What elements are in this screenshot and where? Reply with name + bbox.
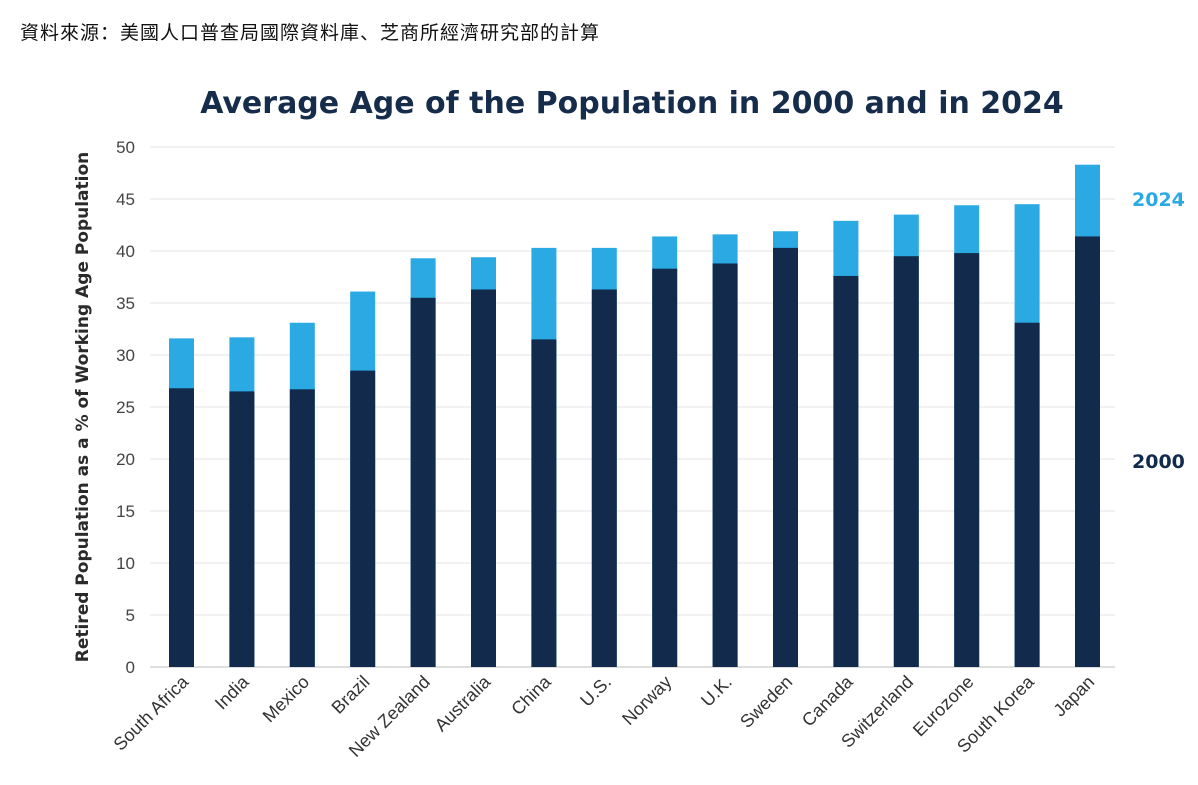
bar-2000 — [954, 253, 980, 667]
bar-2000 — [1075, 236, 1100, 667]
bar-2000 — [652, 268, 678, 667]
x-tick-label: U.K. — [697, 672, 736, 711]
x-tick-label: Sweden — [736, 672, 796, 732]
bar-2000 — [1014, 322, 1040, 667]
x-tick-label: Mexico — [259, 672, 313, 726]
bar-2000 — [531, 339, 557, 667]
legend-2024: 2024 — [1132, 189, 1185, 211]
x-tick-label: South Africa — [110, 671, 193, 754]
bar-2000 — [471, 289, 496, 667]
y-tick-label: 25 — [116, 398, 135, 417]
bar-2000 — [712, 263, 738, 667]
y-tick-label: 40 — [116, 242, 135, 261]
legend-2000: 2000 — [1132, 451, 1185, 473]
chart-title: Average Age of the Population in 2000 an… — [200, 86, 1064, 121]
x-tick-label: Canada — [798, 671, 857, 730]
x-tick-label: Brazil — [328, 672, 374, 718]
legend: 2024 2000 — [1132, 189, 1185, 473]
y-axis-label: Retired Population as a % of Working Age… — [73, 152, 93, 663]
bar-2000 — [893, 256, 919, 667]
y-tick-label: 20 — [116, 450, 135, 469]
x-tick-label: Japan — [1050, 672, 1099, 721]
x-tick-label: India — [211, 671, 253, 713]
bar-2000 — [591, 289, 617, 667]
bar-2000 — [229, 391, 255, 667]
y-tick-label: 35 — [116, 294, 135, 313]
bars — [169, 164, 1100, 668]
bar-2000 — [169, 388, 194, 667]
bar-2000 — [833, 275, 859, 667]
source-note: 資料來源：美國人口普查局國際資料庫、芝商所經濟研究部的計算 — [20, 22, 601, 44]
gridlines — [150, 146, 1115, 668]
x-tick-label: Australia — [431, 671, 495, 735]
y-tick-label: 10 — [116, 554, 135, 573]
y-tick-label: 30 — [116, 346, 135, 365]
x-tick-label: Norway — [618, 672, 675, 729]
y-tick-label: 45 — [116, 190, 135, 209]
x-tick-label: U.S. — [576, 672, 615, 711]
y-axis-ticks: 0 5 10 15 20 25 30 35 40 45 50 — [116, 138, 135, 677]
y-tick-label: 15 — [116, 502, 135, 521]
bar-2000 — [350, 370, 376, 667]
y-tick-label: 50 — [116, 138, 135, 157]
y-tick-label: 0 — [126, 658, 135, 677]
x-tick-label: China — [507, 671, 555, 719]
bar-2000 — [773, 247, 798, 667]
bar-2000 — [410, 297, 436, 667]
bar-2000 — [289, 389, 315, 667]
y-tick-label: 5 — [126, 606, 135, 625]
